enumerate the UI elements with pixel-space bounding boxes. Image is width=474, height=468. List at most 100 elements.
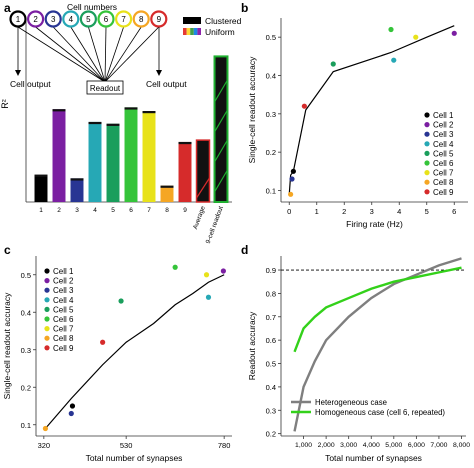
point-cell-9 (301, 103, 307, 109)
legend-marker (424, 141, 430, 147)
connector-line (52, 26, 106, 83)
connector-line (17, 26, 106, 83)
legend-marker (424, 150, 430, 156)
bar-uniform-cap (160, 185, 174, 188)
legend-marker (44, 278, 50, 284)
legend-label: Cell 9 (53, 344, 74, 353)
legend-label: Homogeneous case (cell 6, repeated) (315, 408, 445, 417)
cell-circle-label: 3 (51, 15, 56, 24)
y-tick-label: 0.1 (266, 187, 276, 196)
bar-uniform-cap (70, 178, 84, 181)
legend-marker (424, 112, 430, 118)
x-tick-label: 7 (147, 207, 151, 214)
legend-marker (424, 189, 430, 195)
connector-line (88, 26, 106, 83)
bar-uniform-cap (142, 111, 156, 114)
x-axis-label: Total number of synapses (86, 453, 183, 463)
x-tick-label: Average (192, 205, 207, 230)
arrowhead (156, 70, 162, 76)
cell-circle-label: 8 (139, 15, 144, 24)
bar-cell-2 (52, 109, 66, 202)
legend-marker (424, 122, 430, 128)
x-axis-label: Total number of synapses (325, 453, 422, 463)
point-cell-9 (100, 339, 106, 345)
readout-box (86, 80, 124, 95)
y-tick-label: 0.2 (266, 430, 276, 439)
legend-label-clustered: Clustered (205, 16, 242, 26)
cell-output-left-label: Cell output (10, 79, 51, 89)
legend-label: Cell 1 (53, 267, 74, 276)
x-tick-label: 3 (370, 207, 374, 216)
panel-letter-a: a (4, 1, 11, 15)
bar-uniform-cap (106, 123, 120, 126)
bar-readout-stripe (214, 79, 228, 103)
legend-label: Cell 4 (53, 296, 74, 305)
y-axis-label: Single-cell readout accuracy (2, 292, 12, 400)
y-tick-label: 0.7 (266, 313, 276, 322)
cell-circle-1 (9, 10, 27, 28)
legend-swatch-uniform (193, 28, 198, 35)
x-tick-label: 8,000 (453, 442, 470, 449)
legend-marker (424, 179, 430, 185)
panel-letter-c: c (4, 243, 11, 257)
x-tick-label: 1 (39, 207, 43, 214)
x-tick-label: 0 (287, 207, 291, 216)
cell-numbers-title: Cell numbers (67, 2, 117, 12)
legend-marker (44, 287, 50, 293)
cell-circle-label: 7 (121, 15, 126, 24)
point-cell-1 (290, 168, 296, 174)
y-axis-label: R² (0, 99, 10, 109)
cell-circle-2 (26, 10, 45, 28)
legend-label: Cell 3 (433, 130, 454, 139)
legend-marker (44, 268, 50, 274)
bar-uniform-cap (34, 174, 48, 177)
cell-output-right-label: Cell output (146, 79, 187, 89)
x-axis-label: Firing rate (Hz) (346, 219, 403, 229)
y-tick-label: 0.4 (21, 308, 31, 317)
x-tick-label: 4 (397, 207, 401, 216)
connector-line (70, 26, 106, 83)
point-cell-5 (118, 298, 124, 304)
point-cell-2 (451, 30, 457, 36)
x-tick-label: 8 (165, 207, 169, 214)
x-tick-label: 5,000 (385, 442, 402, 449)
y-axis-label: Readout accuracy (247, 311, 257, 380)
bar-cell-7 (142, 111, 156, 202)
legend-label: Cell 8 (53, 334, 74, 343)
point-cell-3 (68, 410, 74, 417)
arrowhead (15, 70, 21, 76)
legend-label: Cell 8 (433, 178, 454, 187)
point-cell-1 (69, 403, 76, 409)
x-tick-label: 2,000 (318, 442, 335, 449)
legend-marker (424, 131, 430, 137)
panel-b-scatter: 0.1 0.2 0.3 0.4 0.5 0 1 2 3 4 5 6 Firing rate (Hz) Si… (247, 18, 468, 229)
legend-label: Cell 6 (433, 159, 454, 168)
y-tick-label: 0.5 (266, 360, 276, 369)
y-tick-label: 0.3 (21, 346, 31, 355)
bar-9-cell-readout (213, 55, 229, 204)
legend-swatch-clustered (183, 17, 201, 24)
cell-circle-5 (79, 10, 98, 28)
bar-average-stripe (196, 177, 210, 199)
connector-line (35, 26, 106, 83)
cell-circle-label: 1 (16, 15, 21, 24)
series-line-homogeneous (293, 266, 462, 353)
cell-circle-label: 2 (33, 15, 38, 24)
bar-uniform-cap (88, 121, 102, 125)
y-tick-label: 0.2 (21, 383, 31, 392)
bar-uniform-cap (124, 107, 138, 110)
legend-marker (44, 316, 50, 322)
legend-label: Cell 4 (433, 140, 454, 149)
bar-cell-9 (178, 141, 192, 202)
point-cell-8 (42, 425, 49, 432)
x-tick-label: 4,000 (363, 442, 380, 449)
x-tick-label: 780 (218, 441, 231, 450)
legend-label: Cell 3 (53, 286, 74, 295)
y-tick-label: 0.3 (266, 406, 276, 415)
x-tick-label: 6 (452, 207, 456, 216)
y-tick-label: 0.5 (21, 271, 31, 280)
point-cell-4 (205, 294, 212, 300)
y-tick-label: 0.2 (266, 148, 276, 157)
bar-readout-stripe (214, 169, 228, 193)
